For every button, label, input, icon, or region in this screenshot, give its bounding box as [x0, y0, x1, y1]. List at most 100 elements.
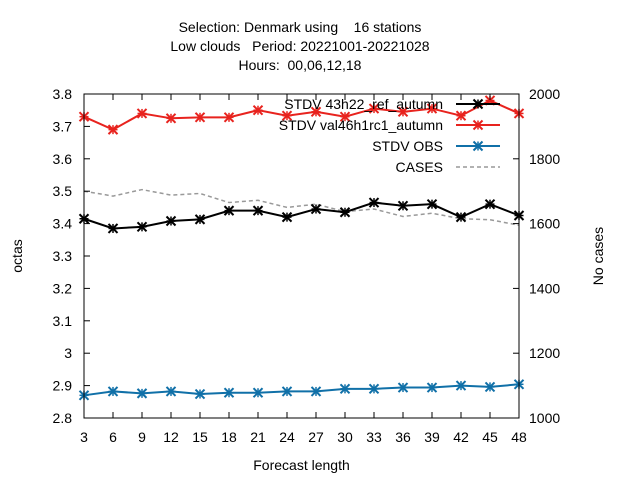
y2-tick-label: 2000 [529, 86, 560, 102]
legend-marker [472, 98, 484, 110]
data-point [310, 386, 322, 397]
legend-label: STDV 43h22_ref_autumn [284, 96, 443, 112]
legend-marker [472, 140, 484, 152]
x-tick-label: 48 [511, 429, 527, 445]
data-point [397, 200, 409, 211]
y2-tick-label: 1200 [529, 345, 560, 361]
series-line [83, 188, 520, 226]
legend-label: CASES [396, 159, 443, 175]
x-tick-label: 24 [279, 429, 295, 445]
data-point [136, 388, 148, 399]
x-axis-label: Forecast length [253, 457, 350, 473]
data-point [165, 215, 177, 227]
data-point [310, 203, 322, 215]
data-point [368, 197, 380, 208]
data-point [484, 381, 496, 393]
series-line [83, 383, 520, 397]
data-point [397, 106, 409, 118]
x-tick-label: 15 [192, 429, 208, 445]
series-line [83, 201, 520, 230]
data-point [281, 110, 293, 121]
y2-axis-label: No cases [590, 227, 606, 285]
y2-tick-label: 1600 [529, 216, 560, 232]
x-tick-label: 42 [453, 429, 469, 445]
data-point [397, 382, 409, 393]
y-tick-label: 3.5 [53, 183, 73, 199]
x-tick-label: 33 [366, 429, 382, 445]
y-tick-label: 3.4 [53, 216, 73, 232]
axes: 3 6 9 12 15 18 21 24 27 30 33 36 39 42 45 482.82.933.13… [53, 86, 561, 445]
x-tick-label: 36 [395, 429, 411, 445]
x-tick-label: 18 [221, 429, 237, 445]
data-point [107, 223, 119, 234]
data-point [223, 112, 235, 123]
legend-label: STDV OBS [372, 138, 443, 154]
data-point [455, 110, 467, 121]
y2-tick-label: 1400 [529, 280, 560, 296]
x-tick-label: 9 [138, 429, 146, 445]
data-point [484, 198, 496, 210]
x-tick-label: 45 [482, 429, 498, 445]
data-point [165, 113, 177, 124]
y-tick-label: 3.7 [53, 118, 73, 134]
y-axis-label: octas [9, 239, 25, 272]
data-point [223, 205, 235, 216]
x-tick-label: 3 [80, 429, 88, 445]
y-tick-label: 2.8 [53, 410, 73, 426]
data-point [368, 383, 380, 395]
data-point [223, 387, 235, 398]
legend-label: STDV val46h1rc1_autumn [279, 117, 443, 133]
legend: STDV 43h22_ref_autumn STDV val46h1rc1_aut… [279, 96, 500, 175]
x-tick-label: 27 [308, 429, 324, 445]
data-point [165, 386, 177, 397]
title-line: Selection: Denmark using 16 stations [179, 19, 422, 35]
legend-entry: CASES [396, 159, 500, 175]
data-point [368, 103, 380, 114]
data-point [107, 124, 119, 135]
title-line: Low clouds Period: 20221001-20221028 [170, 38, 429, 54]
data-point [136, 108, 148, 119]
series-3 [83, 188, 520, 226]
data-point [136, 221, 148, 233]
series-0 [78, 197, 525, 234]
data-point [194, 214, 206, 225]
data-point [281, 386, 293, 397]
legend-entry: STDV 43h22_ref_autumn [284, 96, 500, 112]
x-tick-label: 39 [424, 429, 440, 445]
data-point [339, 207, 351, 218]
x-tick-label: 12 [163, 429, 179, 445]
series-line [83, 99, 520, 131]
y-tick-label: 3.3 [53, 248, 73, 264]
x-tick-label: 6 [109, 429, 117, 445]
legend-marker [472, 119, 484, 131]
data-point [252, 205, 264, 216]
data-point [252, 104, 264, 116]
y-tick-label: 3.6 [53, 151, 73, 167]
data-point [194, 112, 206, 123]
x-tick-label: 21 [250, 429, 266, 445]
legend-entry: STDV val46h1rc1_autumn [279, 117, 500, 133]
x-tick-label: 30 [337, 429, 353, 445]
data-point [339, 383, 351, 395]
y-tick-label: 2.9 [53, 378, 73, 394]
data-point [194, 388, 206, 400]
data-point [455, 211, 467, 223]
y2-tick-label: 1000 [529, 410, 560, 426]
data-point [426, 198, 438, 210]
chart-title: Selection: Denmark using 16 stations Low … [170, 19, 429, 73]
y-tick-label: 3.8 [53, 86, 73, 102]
series-2 [78, 379, 525, 401]
plot-frame [83, 93, 520, 419]
data-point [252, 387, 264, 398]
legend-entry: STDV OBS [372, 138, 500, 154]
y-tick-label: 3 [64, 345, 72, 361]
data-point [426, 103, 438, 114]
data-point [281, 211, 293, 223]
data-point [310, 106, 322, 118]
y-tick-label: 3.2 [53, 280, 73, 296]
y-tick-label: 3.1 [53, 313, 73, 329]
data-point [455, 380, 467, 391]
data-point [426, 382, 438, 393]
title-line: Hours: 00,06,12,18 [239, 57, 362, 73]
